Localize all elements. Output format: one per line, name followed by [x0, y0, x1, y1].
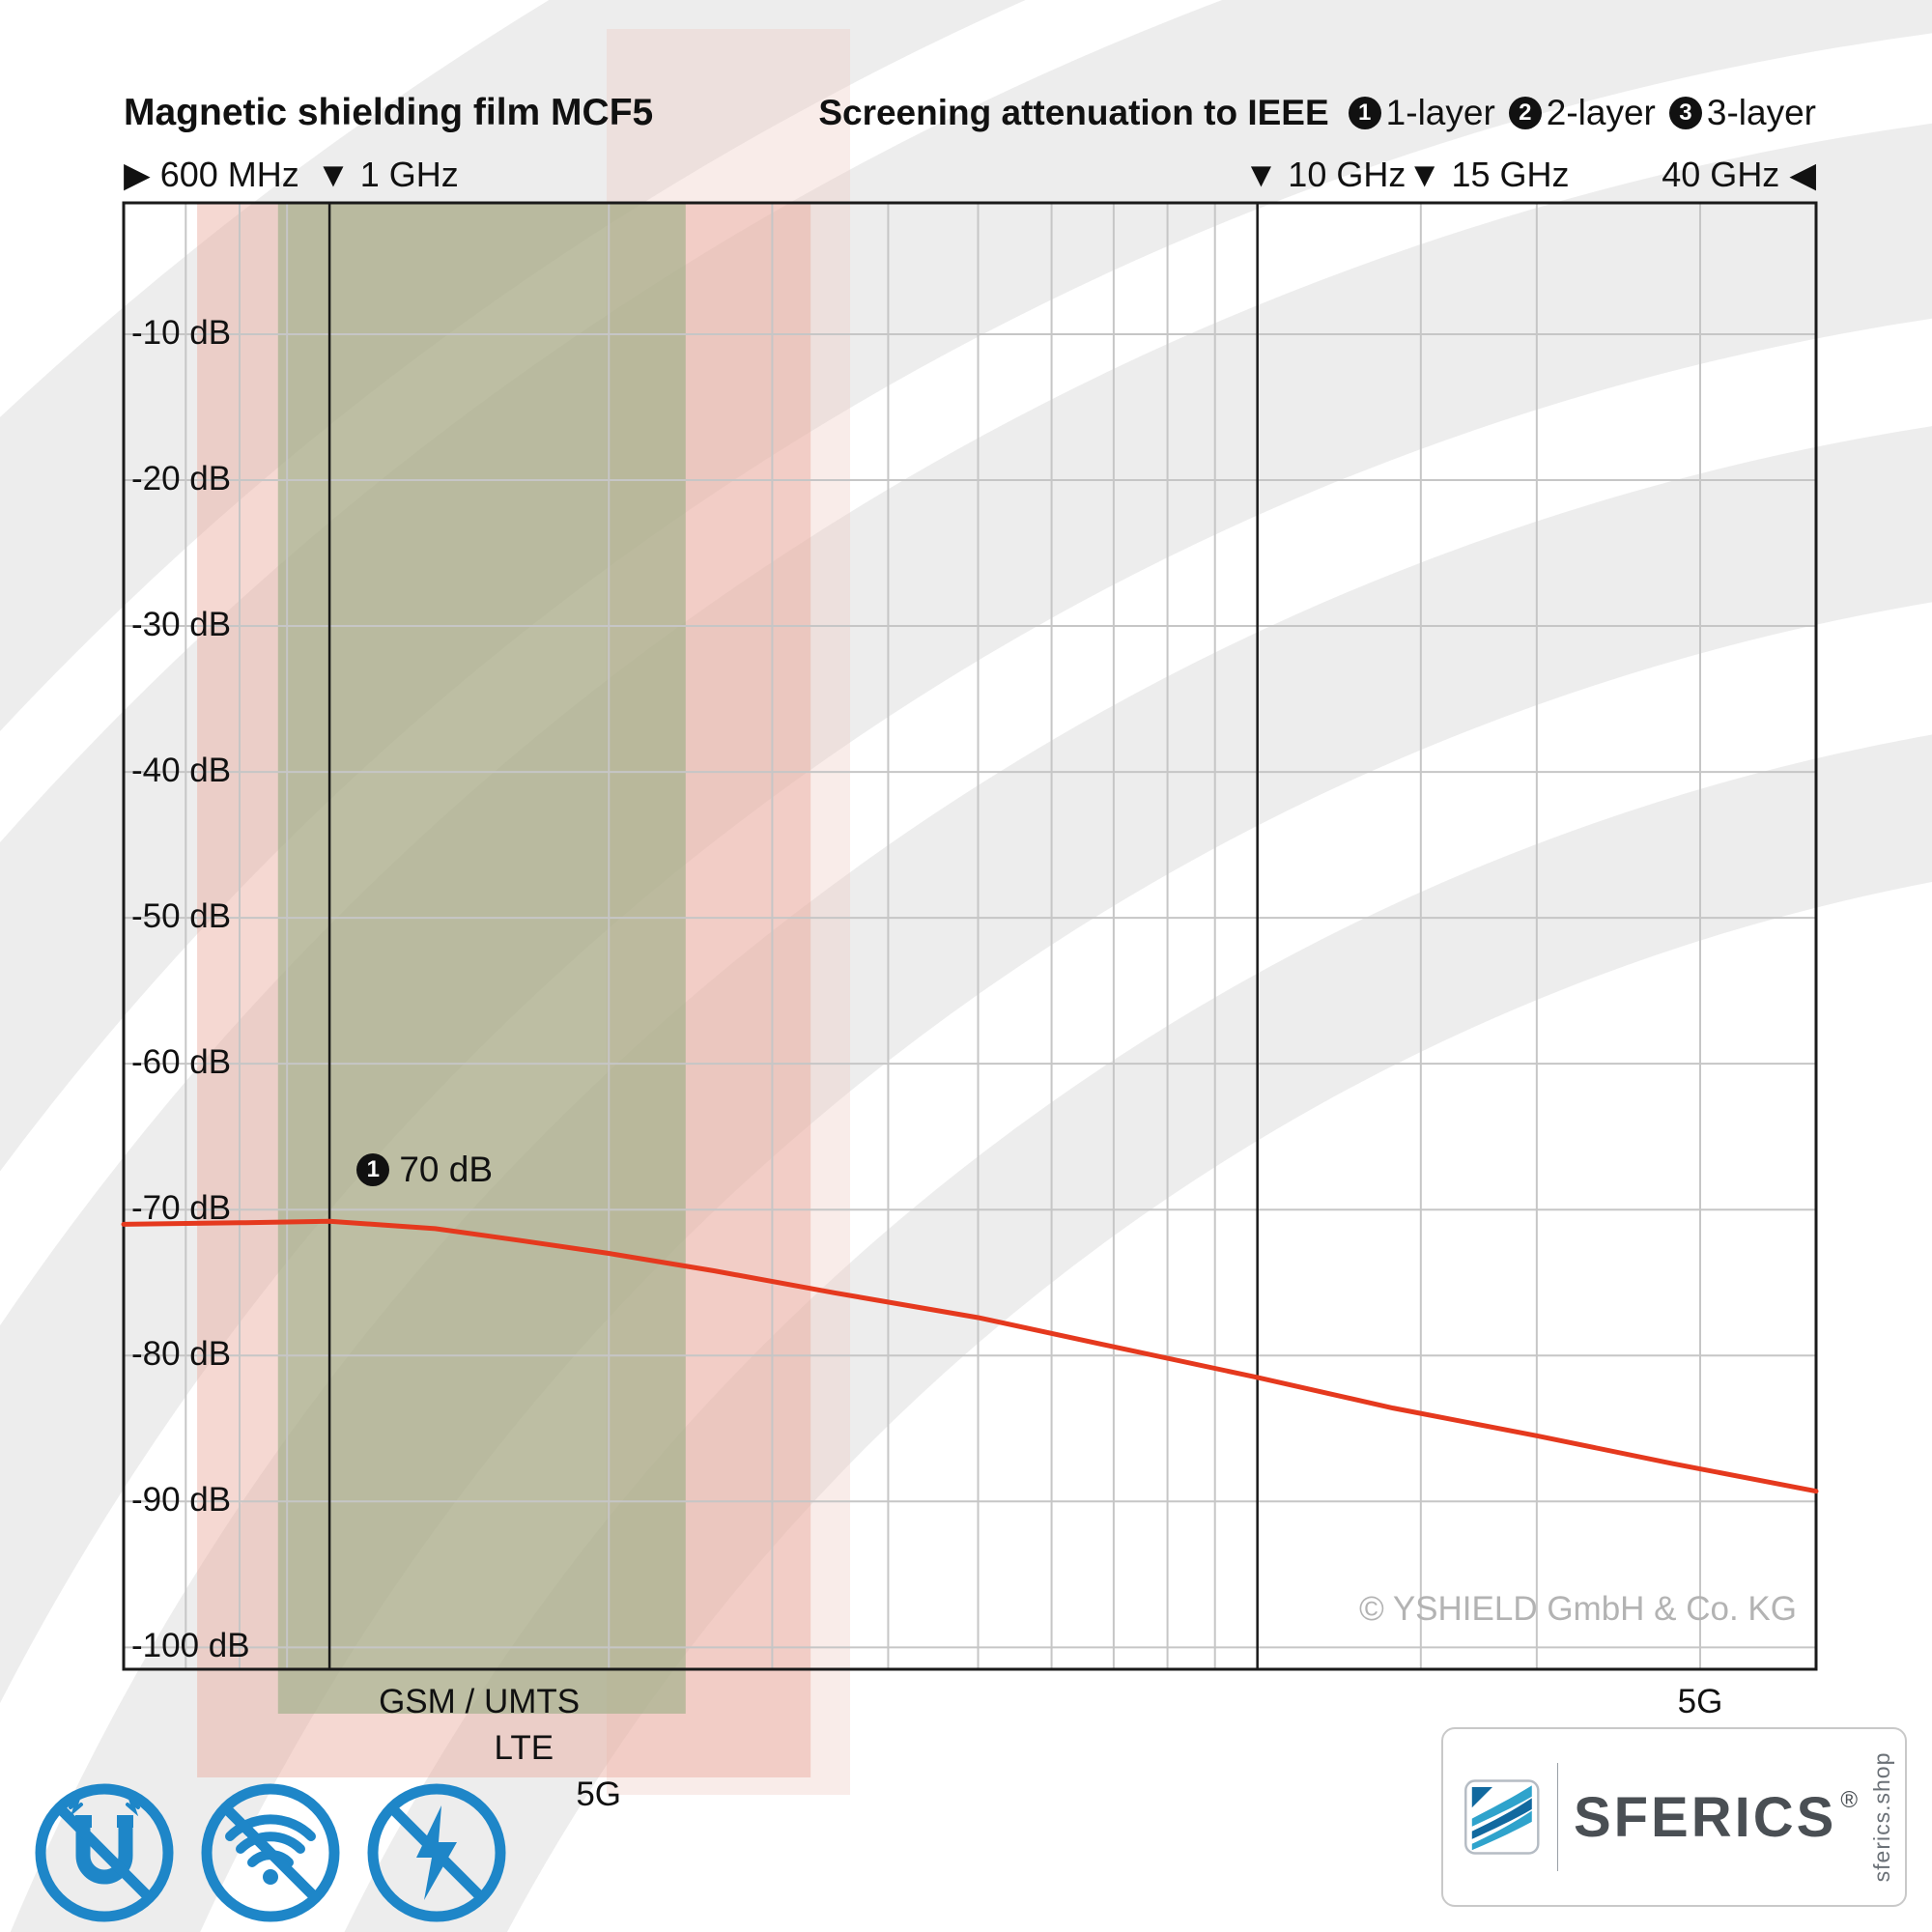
y-axis-label-40db: -40 dB [131, 752, 232, 790]
registered-trademark-symbol: ® [1840, 1786, 1861, 1813]
chart-title: Magnetic shielding film MCF5 [124, 92, 654, 133]
no-electric-fields-icon [367, 1783, 506, 1922]
x-axis-label-10-ghz: ▼ 10 GHz [1243, 155, 1406, 194]
x-axis-label-40-ghz: 40 GHz ◀ [1662, 155, 1816, 194]
x-axis-label-1-ghz: ▼ 1 GHz [316, 155, 459, 194]
chart-subtitle-legend: Screening attenuation to IEEE 1 1-layer … [818, 93, 1816, 133]
legend-marker-2-icon: 2 [1508, 97, 1542, 129]
legend-item-2-layer: 2 2-layer [1508, 93, 1656, 133]
legend-marker-3-icon: 3 [1668, 97, 1702, 129]
band-label-5g: 5G [1677, 1683, 1723, 1720]
sferics-logo-box: SFERICS ® sferics.shop [1441, 1727, 1907, 1907]
legend-label: 3-layer [1706, 93, 1816, 132]
band-label-5g: 5G [576, 1776, 622, 1813]
y-axis-label-50db: -50 dB [131, 897, 232, 936]
y-axis-label-80db: -80 dB [131, 1335, 232, 1374]
legend-label: 2-layer [1546, 93, 1656, 132]
band-label-lte: LTE [494, 1729, 554, 1767]
x-axis-label-15-ghz: ▼ 15 GHz [1406, 155, 1570, 194]
annotation-70db: 1 70 dB [356, 1150, 493, 1190]
y-axis-label-60db: -60 dB [131, 1043, 232, 1082]
y-axis-label-90db: -90 dB [131, 1481, 232, 1520]
no-magnetic-fields-icon [35, 1783, 174, 1922]
copyright-watermark: © YSHIELD GmbH & Co. KG [1358, 1590, 1797, 1628]
annotation-value: 70 dB [399, 1149, 494, 1189]
y-axis-label-10db: -10 dB [131, 313, 232, 352]
chart-header: Magnetic shielding film MCF5 Screening a… [124, 92, 1816, 142]
brand-name: SFERICS ® [1573, 1785, 1861, 1849]
y-axis-label-70db: -70 dB [131, 1189, 232, 1228]
brand-website: sferics.shop [1869, 1751, 1894, 1883]
legend-item-3-layer: 3 3-layer [1668, 93, 1816, 133]
y-axis-label-20db: -20 dB [131, 459, 232, 497]
y-axis-label-30db: -30 dB [131, 606, 232, 644]
y-axis-label-100db: -100 dB [131, 1627, 250, 1665]
legend-label: 1-layer [1385, 93, 1495, 132]
no-wireless-radiation-icon [201, 1783, 340, 1922]
subtitle-text: Screening attenuation to IEEE [818, 93, 1329, 132]
prohibition-icons [32, 1780, 509, 1925]
logo-divider [1556, 1763, 1558, 1871]
legend-marker-1-icon: 1 [1348, 97, 1381, 129]
x-axis-label-600-mhz: ▶ 600 MHz [124, 155, 299, 194]
sferics-shield-icon [1464, 1779, 1540, 1855]
band-label-gsm-umts: GSM / UMTS [379, 1683, 581, 1720]
annotation-marker-1-icon: 1 [356, 1152, 390, 1186]
legend-item-1-layer: 1 1-layer [1348, 93, 1495, 133]
